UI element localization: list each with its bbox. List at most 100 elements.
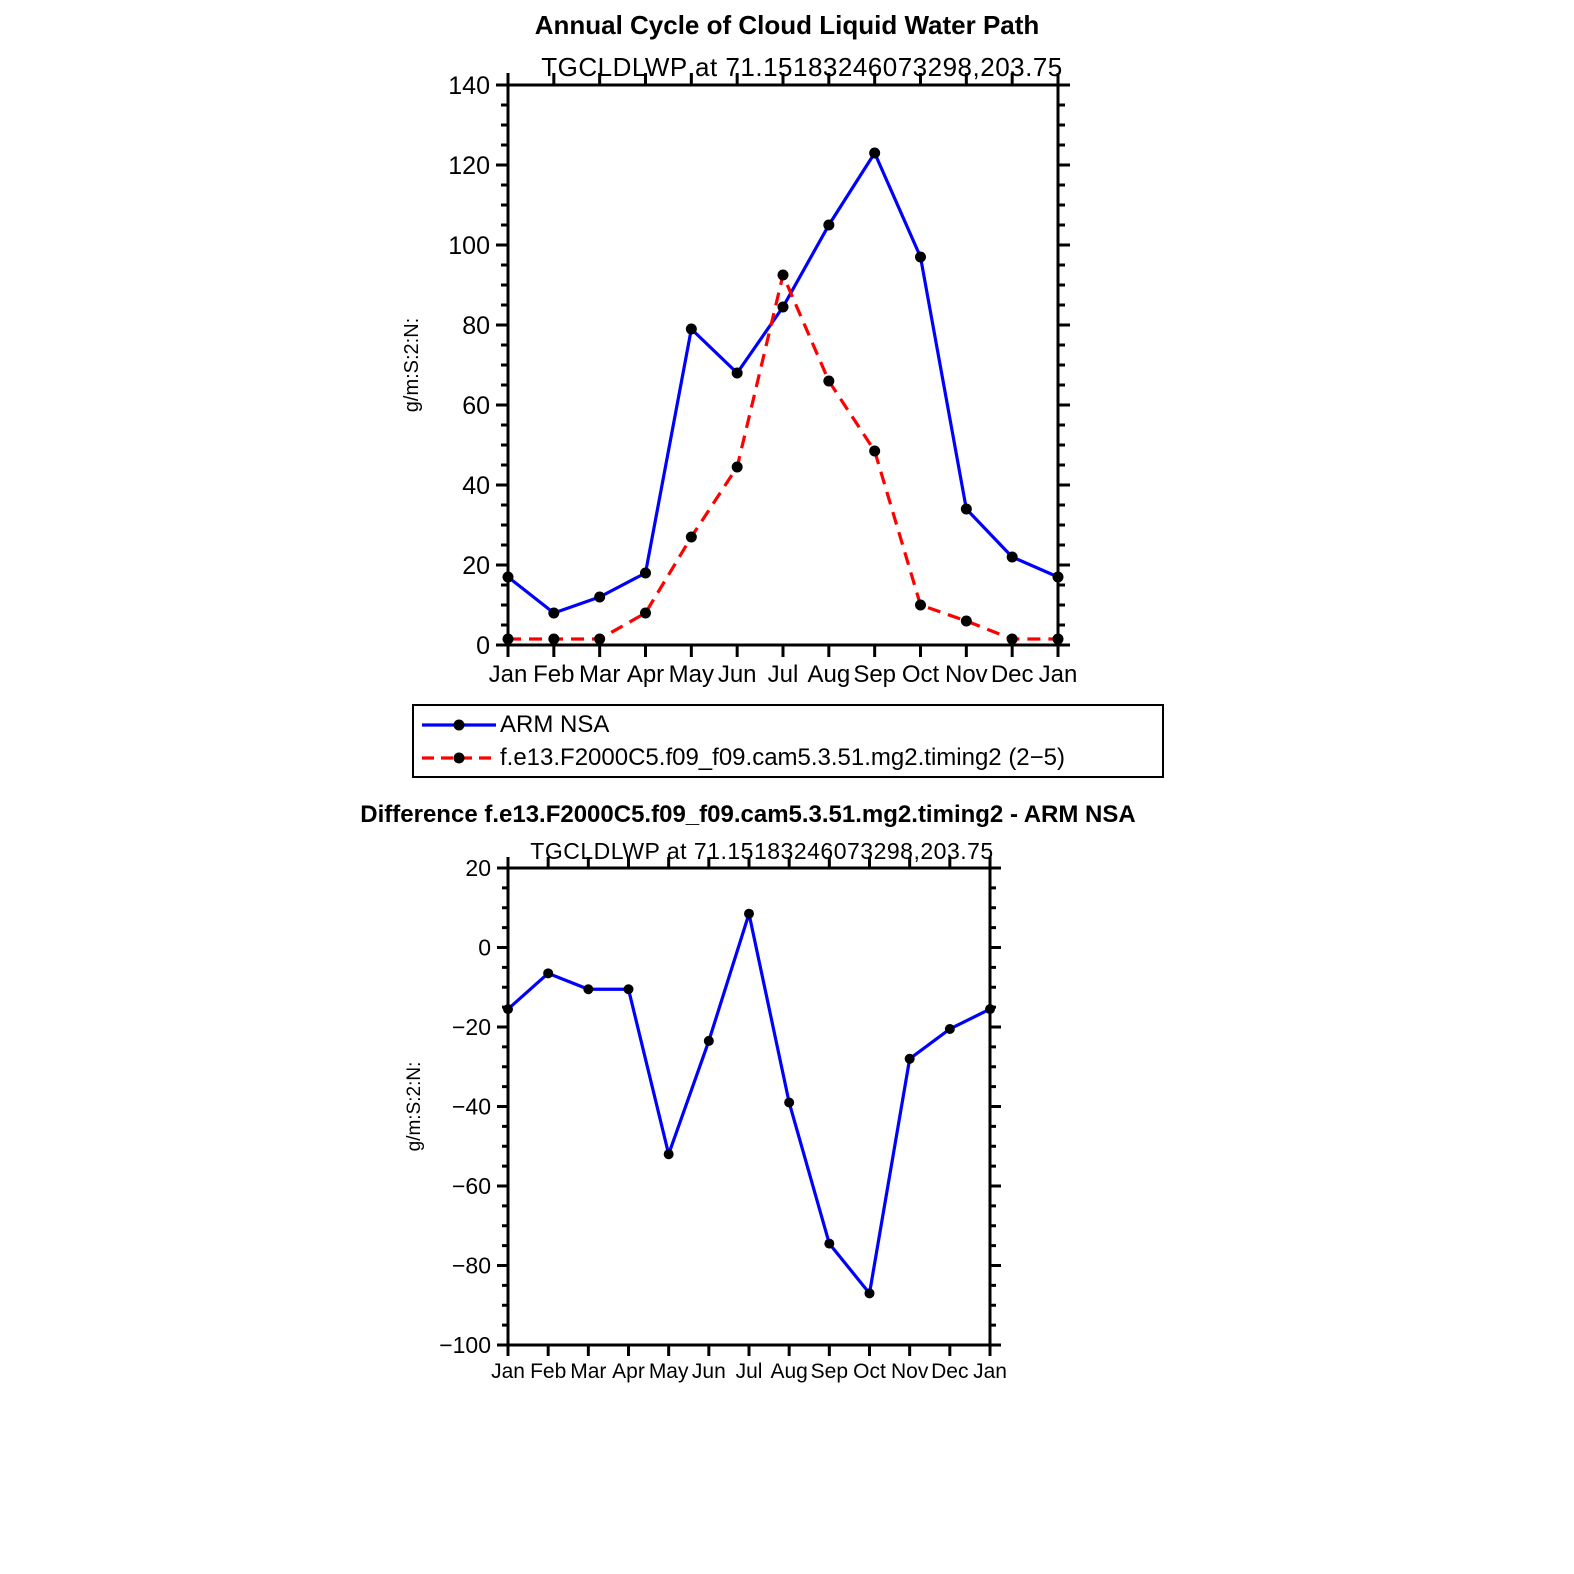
y-tick-label: 120: [448, 152, 490, 180]
data-point-marker: [823, 219, 835, 231]
x-tick-label: Jun: [692, 1360, 726, 1383]
x-tick-label: May: [649, 1360, 689, 1383]
data-point-marker: [960, 615, 972, 627]
data-point-marker: [594, 633, 606, 645]
data-point-marker: [1006, 633, 1018, 645]
data-point-marker: [623, 984, 634, 995]
x-tick-label: Oct: [902, 661, 940, 688]
legend-label: ARM NSA: [500, 710, 610, 738]
x-tick-label: Jan: [491, 1360, 525, 1383]
bottom-chart-title: Difference f.e13.F2000C5.f09_f09.cam5.3.…: [360, 801, 1136, 828]
x-tick-label: May: [669, 661, 714, 688]
data-point-marker: [744, 908, 754, 919]
x-tick-label: Dec: [931, 1360, 968, 1383]
x-tick-label: Jul: [736, 1360, 763, 1383]
data-point-marker: [703, 1035, 714, 1046]
data-point-marker: [869, 445, 881, 457]
x-tick-label: Sep: [853, 661, 896, 688]
series-line: [506, 912, 991, 1295]
data-point-marker: [685, 323, 697, 335]
data-point-marker: [548, 607, 560, 619]
legend-label: f.e13.F2000C5.f09_f09.cam5.3.51.mg2.timi…: [500, 743, 1066, 771]
y-axis-label: g/m:S:2:N:: [401, 318, 423, 412]
legend-item: ARM NSA: [420, 708, 1156, 741]
y-tick-label: −60: [452, 1173, 491, 1199]
data-point-marker: [960, 503, 972, 515]
y-tick-label: −80: [452, 1253, 491, 1279]
data-point-marker: [1006, 551, 1018, 563]
y-tick-label: −100: [439, 1332, 491, 1358]
x-tick-label: Aug: [770, 1360, 807, 1383]
data-point-marker: [1052, 633, 1064, 645]
y-tick-label: 20: [465, 855, 491, 881]
data-point-marker: [777, 301, 789, 313]
legend-line-sample: [422, 719, 496, 730]
y-tick-label: 60: [462, 392, 490, 420]
data-point-marker: [985, 1004, 995, 1015]
x-tick-label: Feb: [533, 661, 574, 688]
data-point-marker: [784, 1097, 795, 1108]
x-tick-label: Mar: [579, 661, 620, 688]
data-point-marker: [502, 571, 514, 583]
data-point-marker: [869, 147, 881, 159]
data-point-marker: [502, 633, 514, 645]
x-tick-label: Oct: [853, 1360, 886, 1383]
data-point-marker: [640, 607, 651, 619]
data-point-marker: [864, 1288, 875, 1299]
data-point-marker: [663, 1149, 674, 1160]
y-axis-label: g/m:S:2:N:: [404, 1062, 425, 1152]
x-tick-label: Mar: [570, 1360, 606, 1383]
y-tick-label: 20: [462, 552, 490, 580]
legend: ARM NSA f.e13.F2000C5.f09_f09.cam5.3.51.m…: [412, 704, 1164, 778]
data-point-marker: [503, 1004, 513, 1015]
legend-marker: [453, 752, 465, 763]
data-point-marker: [731, 367, 743, 379]
data-point-marker: [548, 633, 560, 645]
legend-item: f.e13.F2000C5.f09_f09.cam5.3.51.mg2.timi…: [420, 741, 1156, 774]
data-point-marker: [1052, 571, 1064, 583]
plot-frame: [506, 83, 1060, 647]
x-tick-label: Apr: [612, 1360, 645, 1383]
x-tick-label: Dec: [991, 661, 1034, 688]
y-tick-label: 40: [462, 472, 490, 500]
y-tick-label: −40: [452, 1094, 491, 1120]
data-point-marker: [904, 1053, 915, 1064]
legend-line-sample: [422, 752, 496, 763]
data-point-marker: [594, 591, 606, 603]
x-tick-label: Apr: [627, 661, 664, 688]
x-tick-label: Aug: [807, 661, 850, 688]
data-point-marker: [944, 1023, 955, 1034]
x-tick-label: Nov: [945, 661, 988, 688]
data-point-marker: [685, 531, 697, 543]
x-tick-label: Jan: [1039, 661, 1078, 688]
series-line: [508, 273, 1058, 641]
x-tick-label: Jun: [718, 661, 757, 688]
x-tick-label: Nov: [891, 1360, 929, 1383]
data-point-marker: [731, 461, 743, 473]
legend-marker: [453, 719, 465, 730]
x-tick-label: Feb: [530, 1360, 566, 1383]
x-tick-label: Jan: [489, 661, 528, 688]
x-tick-label: Jul: [768, 661, 799, 688]
y-tick-label: 0: [478, 935, 491, 961]
top-chart-title: Annual Cycle of Cloud Liquid Water Path: [534, 10, 1040, 40]
data-point-marker: [640, 567, 651, 579]
plot-frame: [506, 866, 992, 1347]
data-point-marker: [824, 1238, 835, 1249]
data-point-marker: [823, 375, 835, 387]
y-tick-label: 140: [448, 72, 490, 100]
data-point-marker: [583, 984, 594, 995]
data-point-marker: [777, 269, 789, 281]
bottom-chart-subtitle: TGCLDLWP at 71.15183246073298,203.75: [530, 838, 994, 864]
x-tick-label: Jan: [973, 1360, 1007, 1383]
y-tick-label: −20: [452, 1014, 491, 1040]
y-tick-label: 0: [476, 632, 490, 660]
x-tick-label: Sep: [811, 1360, 848, 1383]
data-point-marker: [915, 251, 926, 263]
series-line: [507, 151, 1059, 615]
data-point-marker: [543, 968, 554, 979]
data-point-marker: [915, 599, 926, 611]
